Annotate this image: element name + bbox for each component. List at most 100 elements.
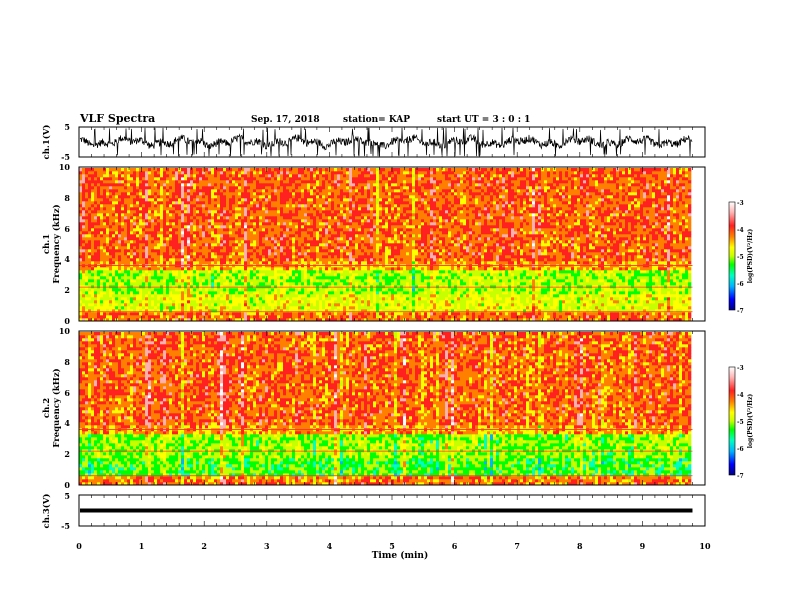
spectrogram-cell xyxy=(667,288,671,292)
spectrogram-cell xyxy=(685,309,689,313)
spectrogram-cell xyxy=(583,315,587,319)
spectrogram-cell xyxy=(376,294,380,298)
spectrogram-cell xyxy=(244,312,248,316)
spectrogram-cell xyxy=(340,285,344,289)
spectrogram-cell xyxy=(223,291,227,295)
spectrogram-cell xyxy=(634,294,638,298)
spectrogram-cell xyxy=(130,300,134,304)
spectrogram-cell xyxy=(199,255,203,259)
spectrogram-cell xyxy=(676,309,680,313)
spectrogram-cell xyxy=(178,315,182,319)
spectrogram-cell xyxy=(535,249,539,253)
spectrogram-cell xyxy=(118,285,122,289)
spectrogram-cell xyxy=(661,303,665,307)
spectrogram-cell xyxy=(121,273,125,277)
spectrogram-cell xyxy=(499,261,503,265)
spectrogram-cell xyxy=(196,315,200,319)
spectrogram-cell xyxy=(397,252,401,256)
spectrogram-cell xyxy=(535,252,539,256)
spectrogram-cell xyxy=(541,291,545,295)
spectrogram-cell xyxy=(94,261,98,265)
spectrogram-cell xyxy=(514,255,518,259)
spectrogram-cell xyxy=(97,297,101,301)
spectrogram-cell xyxy=(616,300,620,304)
spectrogram-cell xyxy=(487,312,491,316)
spectrogram-cell xyxy=(103,276,107,280)
spectrogram-cell xyxy=(112,309,116,313)
spectrogram-cell xyxy=(475,318,479,322)
spectrogram-cell xyxy=(415,285,419,289)
spectrogram-cell xyxy=(505,309,509,313)
spectrogram-cell xyxy=(328,312,332,316)
spectrogram-cell xyxy=(391,303,395,307)
spectrogram-cell xyxy=(235,279,239,283)
spectrogram-cell xyxy=(208,318,212,322)
spectrogram-cell xyxy=(583,261,587,265)
spectrogram-cell xyxy=(361,276,365,280)
spectrogram-cell xyxy=(376,273,380,277)
spectrogram-cell xyxy=(367,303,371,307)
spectrogram-cell xyxy=(394,291,398,295)
spectrogram-cell xyxy=(169,318,173,322)
spectrogram-cell xyxy=(106,300,110,304)
spectrogram-cell xyxy=(559,294,563,298)
spectrogram-cell xyxy=(292,300,296,304)
spectrogram-cell xyxy=(586,315,590,319)
spectrogram-cell xyxy=(88,312,92,316)
spectrogram-cell xyxy=(586,252,590,256)
spectrogram-cell xyxy=(343,294,347,298)
spectrogram-cell xyxy=(418,294,422,298)
spectrogram-cell xyxy=(502,303,506,307)
spectrogram-cell xyxy=(577,258,581,262)
spectrogram-cell xyxy=(373,285,377,289)
spectrogram-cell xyxy=(358,294,362,298)
spectrogram-cell xyxy=(79,285,83,289)
spectrogram-cell xyxy=(175,273,179,277)
spectrogram-cell xyxy=(136,294,140,298)
spectrogram-cell xyxy=(235,294,239,298)
spectrogram-cell xyxy=(169,303,173,307)
spectrogram-cell xyxy=(328,255,332,259)
spectrogram-cell xyxy=(268,309,272,313)
spectrogram-cell xyxy=(661,297,665,301)
spectrogram-cell xyxy=(172,276,176,280)
spectrogram-cell xyxy=(484,267,488,271)
spectrogram-cell xyxy=(214,270,218,274)
spectrogram-cell xyxy=(304,303,308,307)
spectrogram-cell xyxy=(364,282,368,286)
spectrogram-cell xyxy=(526,249,530,253)
spectrogram-cell xyxy=(685,267,689,271)
spectrogram-cell xyxy=(277,300,281,304)
spectrogram-cell xyxy=(679,273,683,277)
spectrogram-cell xyxy=(415,312,419,316)
spectrogram-cell xyxy=(646,267,650,271)
spectrogram-cell xyxy=(355,258,359,262)
spectrogram-cell xyxy=(679,312,683,316)
spectrogram-cell xyxy=(112,279,116,283)
spectrogram-cell xyxy=(328,279,332,283)
spectrogram-cell xyxy=(628,276,632,280)
spectrogram-cell xyxy=(172,297,176,301)
spectrogram-cell xyxy=(313,294,317,298)
spectrogram-cell xyxy=(238,288,242,292)
spectrogram-cell xyxy=(499,282,503,286)
spectrogram-cell xyxy=(271,291,275,295)
spectrogram-cell xyxy=(106,288,110,292)
spectrogram-cell xyxy=(394,273,398,277)
spectrogram-cell xyxy=(214,297,218,301)
spectrogram-cell xyxy=(475,309,479,313)
spectrogram-cell xyxy=(664,303,668,307)
spectrogram-cell xyxy=(679,300,683,304)
spectrogram-cell xyxy=(673,294,677,298)
spectrogram-cell xyxy=(205,315,209,319)
spectrogram-cell xyxy=(580,312,584,316)
spectrogram-cell xyxy=(568,285,572,289)
spectrogram-cell xyxy=(400,288,404,292)
spectrogram-cell xyxy=(307,294,311,298)
spectrogram-cell xyxy=(253,285,257,289)
spectrogram-cell xyxy=(403,273,407,277)
spectrogram-cell xyxy=(505,255,509,259)
spectrogram-cell xyxy=(598,270,602,274)
spectrogram-cell xyxy=(337,288,341,292)
spectrogram-cell xyxy=(556,249,560,253)
